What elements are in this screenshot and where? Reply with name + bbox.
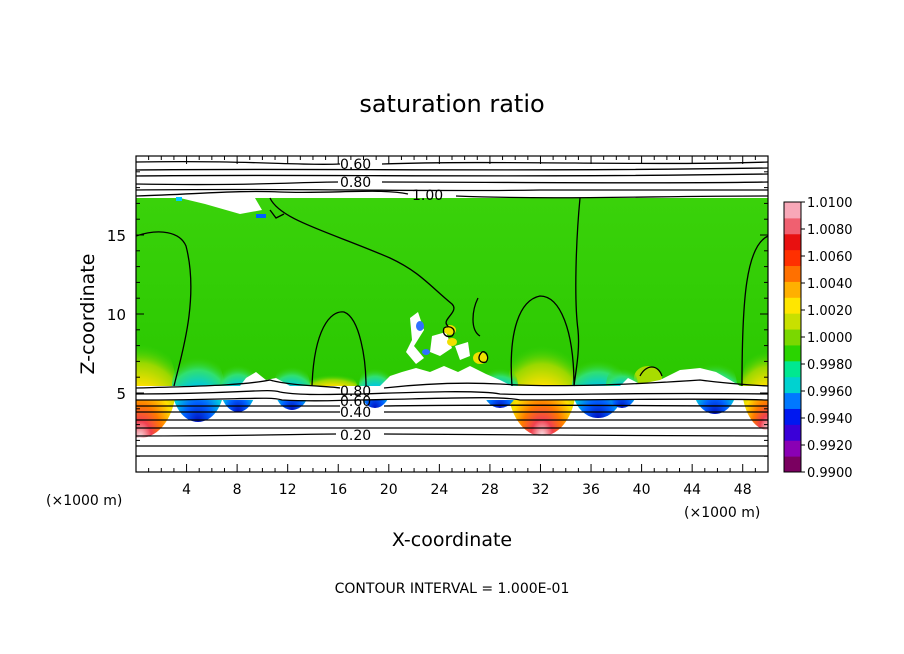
colorbar-swatch (784, 456, 801, 473)
colorbar-swatch (784, 392, 801, 409)
colorbar-swatch (784, 233, 801, 251)
x-tick-label: 24 (430, 482, 448, 498)
colorbar-label: 1.0060 (807, 250, 853, 265)
x-unit-label-right: (×1000 m) (684, 505, 760, 521)
colorbar-label: 0.9920 (807, 439, 853, 454)
colorbar-swatch (784, 360, 801, 378)
x-axis: 4 8 12 16 20 24 28 32 36 40 44 48 (148, 156, 756, 498)
contour-label-group: 0.60 0.80 1.00 0.80 0.60 0.40 0.20 (340, 157, 443, 444)
colorbar-label: 0.9900 (807, 466, 853, 481)
colorbar-swatch (784, 329, 801, 346)
contour-right-dome (741, 235, 768, 387)
colorbar: 1.0100 1.0080 1.0060 1.0040 1.0020 1.0000 0.99… (783, 196, 853, 481)
x-tick-label: 36 (582, 482, 600, 498)
x-tick-label: 8 (233, 482, 242, 498)
contour-label-100: 1.00 (412, 188, 443, 204)
chart-title: saturation ratio (359, 90, 544, 118)
contour-lines (136, 160, 768, 457)
contour-upper-5 (136, 188, 768, 192)
colorbar-swatch (784, 265, 801, 282)
colorbar-swatch (784, 408, 801, 425)
contour-label-low-040: 0.40 (340, 405, 371, 421)
y-axis: 5 10 15 (107, 171, 768, 457)
y-tick-label: 5 (116, 385, 126, 403)
contour-dome-x16 (311, 311, 367, 387)
y-tick-label: 10 (107, 306, 126, 324)
colorbar-swatch (784, 424, 801, 441)
colorbar-swatch (784, 249, 801, 267)
colorbar-label: 0.9960 (807, 385, 853, 400)
contour-upper-1 (136, 160, 768, 166)
contour-dome-x32 (510, 295, 575, 387)
x-unit-label-left: (×1000 m) (46, 493, 122, 509)
colorbar-swatch (784, 313, 801, 330)
x-tick-label: 12 (279, 482, 297, 498)
colorbar-swatch (784, 440, 801, 457)
contour-label-low-020: 0.20 (340, 428, 371, 444)
y-axis-title: Z-coordinate (77, 254, 99, 375)
colorbar-label: 0.9980 (807, 358, 853, 373)
contour-label-top-060: 0.60 (340, 157, 371, 173)
colorbar-swatch (784, 297, 801, 314)
x-tick-label: 4 (182, 482, 191, 498)
contour-center-blobs (442, 297, 663, 377)
contour-lower-8 (136, 433, 768, 437)
contour-upper-2 (136, 167, 768, 171)
colorbar-label: 1.0100 (807, 196, 853, 211)
x-tick-label: 44 (683, 482, 701, 498)
contour-label-low-080: 0.80 (340, 384, 371, 400)
contour-lower-1 (136, 379, 768, 389)
contour-label-top-080: 0.80 (340, 175, 371, 191)
y-tick-label: 15 (107, 227, 126, 245)
contour-upper-4 (136, 181, 768, 186)
plot-area: 0.60 0.80 1.00 0.80 0.60 0.40 0.20 (136, 156, 768, 472)
colorbar-swatch (784, 217, 801, 235)
colorbar-label: 1.0000 (807, 331, 853, 346)
x-tick-label: 20 (380, 482, 398, 498)
contour-lower-4 (136, 404, 768, 407)
contour-upper-3 (136, 173, 768, 177)
clear-pocket-top-left (180, 198, 262, 214)
colorbar-swatch (784, 376, 801, 394)
x-tick-label: 32 (532, 482, 550, 498)
contour-left-dome (136, 231, 192, 387)
x-tick-label: 16 (329, 482, 347, 498)
colorbar-label: 1.0020 (807, 304, 853, 319)
x-tick-label: 28 (481, 482, 499, 498)
colorbar-label: 0.9940 (807, 412, 853, 427)
x-tick-label: 40 (633, 482, 651, 498)
saturation-field (136, 197, 768, 438)
contour-1-00 (269, 197, 581, 387)
colorbar-swatch (784, 202, 801, 219)
colorbar-label: 1.0080 (807, 223, 853, 238)
contour-interval-note: CONTOUR INTERVAL = 1.000E-01 (335, 581, 570, 597)
contour-lower-3 (136, 397, 768, 402)
colorbar-label: 1.0040 (807, 277, 853, 292)
contour-lower-2 (136, 389, 768, 396)
colorbar-swatch (784, 281, 801, 298)
contour-label-low-060: 0.60 (340, 394, 371, 410)
contour-upper-6 (136, 190, 768, 199)
colorbar-swatch (784, 344, 801, 362)
x-axis-title: X-coordinate (392, 529, 512, 551)
x-tick-label: 48 (734, 482, 752, 498)
